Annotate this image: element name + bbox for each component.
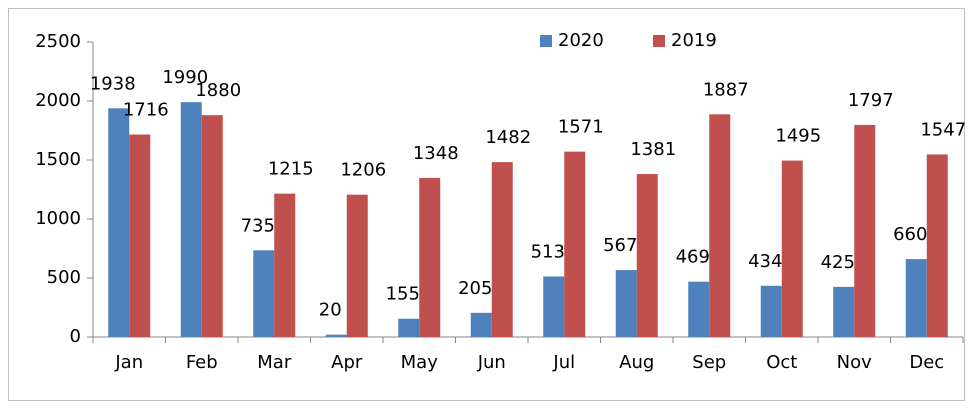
bar (854, 124, 876, 337)
data-label: 567 (603, 235, 637, 256)
data-label: 425 (821, 252, 855, 273)
bar (253, 250, 275, 337)
x-tick-label: Sep (692, 352, 726, 373)
y-tick-label: 500 (47, 267, 81, 288)
bar (833, 286, 855, 337)
data-label: 434 (748, 251, 782, 272)
y-tick-label: 2500 (35, 31, 81, 52)
x-tick-label: Mar (257, 352, 292, 373)
data-label: 513 (531, 241, 565, 262)
data-label: 1887 (703, 79, 749, 100)
data-label: 1215 (268, 159, 314, 180)
data-label: 1938 (90, 73, 136, 94)
data-label: 155 (386, 284, 420, 305)
data-label: 20 (319, 300, 342, 321)
data-label: 1348 (413, 143, 459, 164)
data-label: 1381 (630, 139, 676, 160)
bar (926, 154, 948, 337)
x-tick-label: May (401, 352, 439, 373)
legend-label: 2020 (558, 30, 604, 51)
bar (346, 194, 368, 337)
bar (108, 108, 130, 337)
data-label: 1880 (195, 80, 241, 101)
legend-swatch (653, 35, 665, 47)
x-tick-label: Oct (766, 352, 797, 373)
bar (760, 285, 782, 337)
legend-label: 2019 (671, 30, 717, 51)
y-tick-label: 2000 (35, 90, 81, 111)
bar (709, 114, 731, 337)
x-tick-label: Feb (186, 352, 218, 373)
data-label: 1571 (558, 117, 604, 138)
x-tick-label: Jul (552, 352, 575, 373)
y-tick-label: 0 (70, 326, 81, 347)
data-label: 1495 (775, 126, 821, 147)
legend-swatch (540, 35, 552, 47)
bar (419, 177, 441, 337)
data-label: 1206 (340, 160, 386, 181)
data-label: 205 (458, 278, 492, 299)
bar (201, 115, 223, 337)
bar (129, 134, 151, 337)
data-label: 1482 (485, 127, 531, 148)
data-label: 1990 (162, 67, 208, 88)
bar (615, 270, 637, 337)
x-tick-label: Jun (477, 352, 506, 373)
x-tick-label: Apr (331, 352, 363, 373)
x-tick-label: Nov (837, 352, 872, 373)
data-label: 469 (676, 247, 710, 268)
y-tick-label: 1000 (35, 208, 81, 229)
x-tick-label: Jan (114, 352, 143, 373)
bar (688, 281, 710, 337)
data-label: 735 (241, 215, 275, 236)
bar (274, 193, 296, 337)
data-label: 1716 (123, 100, 169, 121)
bar (564, 151, 586, 337)
bar (905, 259, 927, 337)
bar (398, 318, 420, 337)
bar (325, 334, 347, 337)
data-label: 1547 (920, 119, 966, 140)
data-label: 1797 (848, 90, 894, 111)
bar (781, 160, 803, 337)
data-label: 660 (893, 224, 927, 245)
bar (636, 174, 658, 337)
bar (180, 102, 202, 338)
bar (470, 312, 492, 337)
bar (543, 276, 565, 337)
chart-frame (8, 8, 965, 401)
bar (491, 162, 513, 337)
x-tick-label: Dec (909, 352, 944, 373)
x-tick-label: Aug (619, 352, 654, 373)
y-tick-label: 1500 (35, 149, 81, 170)
